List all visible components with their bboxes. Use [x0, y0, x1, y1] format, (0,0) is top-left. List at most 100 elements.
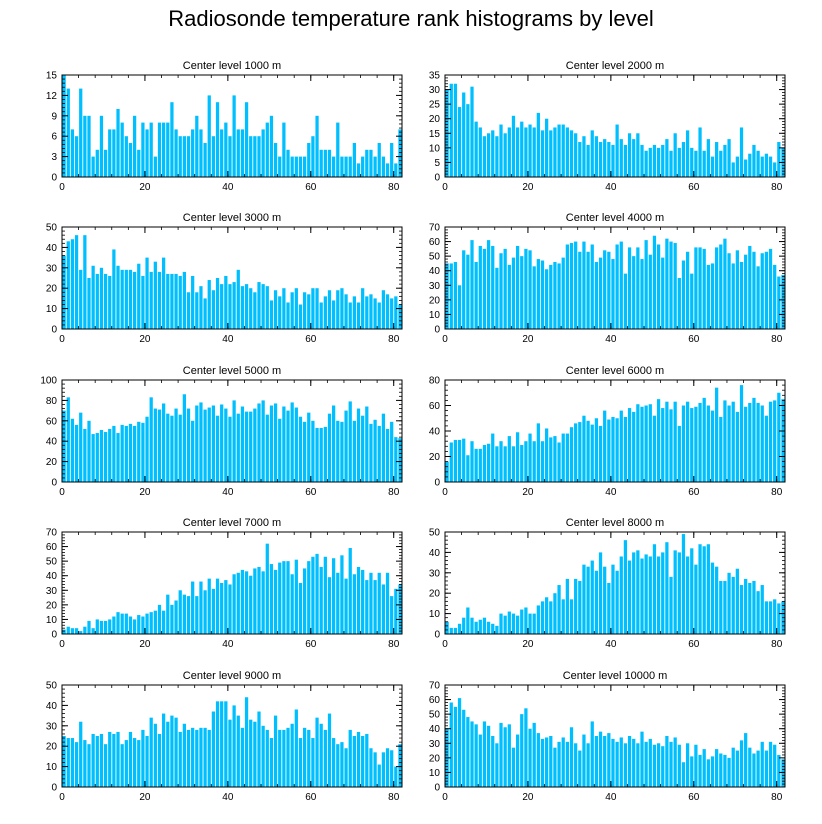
y-tick-label: 0: [434, 478, 440, 489]
bar: [282, 122, 286, 177]
bar: [636, 743, 640, 787]
x-tick-label: 60: [305, 639, 317, 650]
bar: [191, 275, 195, 329]
bar: [561, 433, 565, 482]
bar: [95, 273, 99, 329]
bar: [511, 613, 516, 634]
bar: [220, 404, 224, 482]
bar: [323, 426, 327, 482]
bar: [636, 404, 640, 482]
bar: [137, 149, 141, 177]
bar: [586, 144, 590, 177]
bar: [449, 83, 453, 177]
bar: [731, 576, 735, 634]
x-tick-label: 80: [388, 487, 400, 498]
bar: [594, 136, 599, 177]
y-tick-label: 60: [429, 401, 441, 412]
x-tick-label: 40: [222, 334, 234, 345]
bar: [536, 423, 540, 482]
bar: [694, 247, 698, 329]
bar: [557, 442, 561, 482]
bar: [627, 247, 632, 329]
bar: [186, 136, 191, 177]
bar: [332, 300, 336, 329]
bar: [590, 244, 594, 329]
bar: [495, 446, 499, 482]
bar: [474, 261, 478, 329]
bar: [561, 737, 565, 787]
bar: [302, 568, 307, 634]
x-tick-label: 60: [688, 334, 700, 345]
bar: [302, 421, 307, 482]
bar: [752, 397, 756, 482]
bar: [615, 570, 619, 634]
bar: [311, 136, 315, 177]
bar: [607, 419, 611, 482]
bar: [228, 719, 232, 787]
bar: [249, 575, 253, 634]
bar: [178, 414, 182, 482]
bar: [178, 590, 182, 634]
bar: [124, 425, 128, 482]
bar: [665, 401, 669, 482]
x-tick-label: 80: [771, 182, 783, 193]
bar: [120, 613, 124, 634]
bar: [128, 269, 133, 329]
y-tick-label: 10: [46, 762, 58, 773]
bar: [598, 142, 603, 177]
bar: [486, 621, 491, 634]
x-tick-label: 40: [222, 639, 234, 650]
bar: [352, 296, 356, 329]
bar: [669, 409, 673, 482]
bar: [356, 731, 361, 787]
bar: [381, 752, 386, 787]
bar: [83, 626, 87, 634]
bar: [394, 588, 398, 634]
bar: [644, 405, 648, 482]
bar: [545, 118, 549, 177]
bar: [681, 142, 686, 177]
bar: [108, 129, 112, 177]
bar: [694, 150, 698, 177]
bar: [681, 762, 686, 787]
y-tick-label: 10: [46, 615, 58, 626]
bar: [453, 261, 458, 329]
bar: [445, 621, 449, 634]
bar: [470, 86, 474, 177]
y-tick-label: 70: [429, 681, 441, 692]
y-tick-label: 50: [46, 557, 58, 568]
y-tick-label: 60: [429, 237, 441, 248]
panel-title: Center level 8000 m: [566, 517, 664, 529]
bar: [365, 580, 369, 634]
y-tick-label: 30: [46, 721, 58, 732]
bar: [607, 251, 611, 329]
bar: [373, 298, 377, 329]
bar: [278, 156, 282, 177]
bar: [211, 711, 216, 787]
bar: [162, 122, 166, 177]
bar: [103, 149, 108, 177]
bar: [462, 617, 466, 634]
bar: [390, 750, 394, 787]
bar: [520, 609, 524, 634]
bar: [640, 731, 644, 787]
bar: [739, 740, 744, 787]
bar: [83, 235, 87, 329]
bar: [574, 423, 578, 482]
bar: [735, 750, 739, 787]
y-tick-label: 20: [46, 600, 58, 611]
bar: [549, 736, 553, 787]
bar: [462, 709, 466, 787]
bar: [727, 139, 731, 177]
bar: [257, 282, 261, 329]
plot-frame: [444, 531, 786, 635]
bar: [702, 397, 706, 482]
bar: [369, 149, 373, 177]
bar: [698, 402, 702, 482]
bar: [215, 415, 220, 482]
bar: [91, 265, 95, 329]
histogram-panel-3: Center level 3000 m 0 20 40 60 80 0 10 20 30 40 50: [46, 212, 403, 345]
bar: [132, 619, 137, 634]
bar: [178, 731, 182, 787]
bar: [298, 738, 303, 787]
